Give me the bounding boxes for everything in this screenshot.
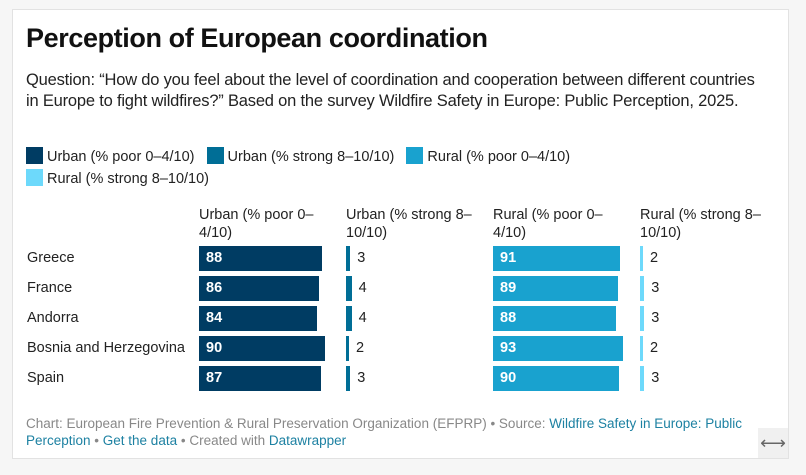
legend-swatch — [406, 147, 424, 164]
bar-urban-strong — [346, 306, 352, 331]
legend-swatch — [206, 147, 224, 164]
row-label: Andorra — [27, 310, 79, 326]
row-label: Greece — [27, 250, 75, 266]
bar-value-label: 90 — [206, 340, 223, 356]
legend-label: Rural (% poor 0–4/10) — [427, 149, 571, 165]
row-label: Bosnia and Herzegovina — [27, 340, 185, 356]
chart-title: Perception of European coordination — [26, 23, 488, 53]
chart-footer: Chart: European Fire Prevention & Rural … — [26, 415, 746, 449]
bar-rural-poor — [493, 366, 619, 391]
column-header-rural-poor: Rural (% poor 0–4/10) — [493, 207, 603, 241]
bar-rural-strong — [640, 246, 643, 271]
legend-item: Rural (% poor 0–4/10) — [406, 146, 570, 168]
bar-rural-strong — [640, 306, 645, 331]
bar-urban-strong — [346, 246, 351, 271]
bar-rural-poor — [493, 336, 624, 361]
bar-value-label: 2 — [650, 340, 659, 356]
legend-item: Urban (% poor 0–4/10) — [26, 146, 195, 168]
bar-urban-poor — [199, 246, 323, 271]
legend-item: Urban (% strong 8–10/10) — [206, 146, 395, 168]
bar-value-label: 90 — [500, 370, 517, 386]
row-label: France — [27, 280, 73, 296]
bar-urban-strong — [346, 336, 349, 361]
bar-value-label: 93 — [500, 340, 517, 356]
bar-value-label: 2 — [356, 340, 365, 356]
bar-value-label: 86 — [206, 280, 223, 296]
chart-card: Perception of European coordination Ques… — [12, 9, 789, 459]
legend-label: Urban (% strong 8–10/10) — [227, 149, 395, 165]
bar-rural-poor — [493, 276, 618, 301]
legend-swatch — [26, 147, 43, 164]
bar-urban-poor — [199, 366, 321, 391]
legend-label: Urban (% poor 0–4/10) — [47, 149, 195, 165]
bar-value-label: 4 — [358, 280, 367, 296]
bar-value-label: 4 — [358, 310, 367, 326]
bar-value-label: 88 — [206, 250, 223, 266]
bar-urban-poor — [199, 336, 325, 361]
footer-credit: Chart: European Fire Prevention & Rural … — [26, 416, 550, 431]
bar-urban-poor — [199, 276, 320, 301]
bar-rural-poor — [493, 246, 621, 271]
bar-urban-strong — [346, 276, 352, 301]
horizontal-resize-icon: ⟷ — [760, 432, 786, 453]
bar-value-label: 89 — [500, 280, 517, 296]
footer-created-with: • Created with — [177, 433, 269, 448]
bar-value-label: 3 — [357, 250, 366, 266]
column-header-urban-poor: Urban (% poor 0–4/10) — [199, 207, 314, 241]
footer-separator: • — [90, 433, 103, 448]
bar-rural-strong — [640, 276, 645, 301]
bar-value-label: 2 — [650, 250, 659, 266]
legend-label: Rural (% strong 8–10/10) — [47, 171, 209, 187]
datawrapper-link[interactable]: Datawrapper — [268, 433, 347, 448]
row-label: Spain — [27, 370, 65, 386]
legend-item: Rural (% strong 8–10/10) — [26, 168, 209, 190]
bar-rural-poor — [493, 306, 617, 331]
bar-value-label: 3 — [651, 280, 660, 296]
bar-value-label: 84 — [206, 310, 223, 326]
source-link[interactable]: Wildfire Safety in Europe: Public Percep… — [26, 416, 743, 448]
resize-handle[interactable]: ⟷ — [758, 428, 788, 458]
bar-rural-strong — [640, 336, 643, 361]
chart-description: Question: “How do you feel about the lev… — [26, 71, 755, 110]
bar-value-label: 3 — [651, 370, 660, 386]
bar-value-label: 88 — [500, 310, 517, 326]
bar-value-label: 3 — [651, 310, 660, 326]
bar-value-label: 3 — [357, 370, 366, 386]
get-data-link[interactable]: Get the data — [102, 433, 178, 448]
legend-swatch — [26, 169, 43, 186]
bar-urban-strong — [346, 366, 351, 391]
bar-urban-poor — [199, 306, 317, 331]
bar-value-label: 91 — [500, 250, 517, 266]
bar-value-label: 87 — [206, 370, 223, 386]
column-header-rural-strong: Rural (% strong 8–10/10) — [640, 207, 761, 241]
column-header-urban-strong: Urban (% strong 8–10/10) — [346, 207, 472, 241]
legend: Urban (% poor 0–4/10) Urban (% strong 8–… — [26, 146, 766, 190]
bar-rural-strong — [640, 366, 645, 391]
